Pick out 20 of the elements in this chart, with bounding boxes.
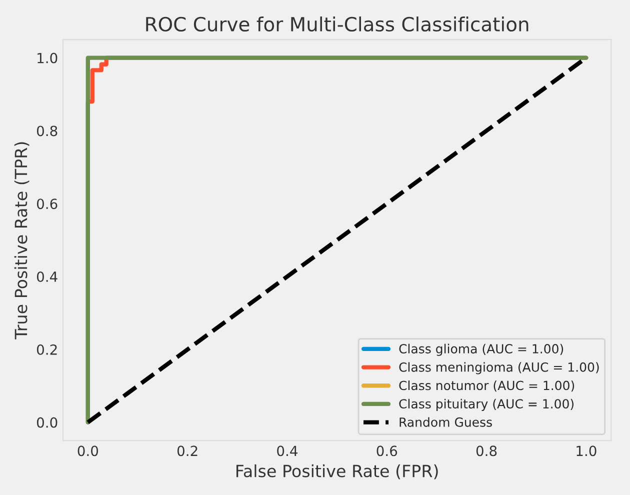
x-tick-label: 1.0 <box>576 446 596 456</box>
legend-label: Class meningioma (AUC = 1.00) <box>399 362 599 374</box>
legend-label: Random Guess <box>400 417 492 427</box>
y-tick-label: 0.8 <box>36 126 58 136</box>
y-tick-label: 1.0 <box>38 52 58 64</box>
y-tick-label: 0.6 <box>36 198 58 210</box>
x-tick-label: 0.0 <box>78 446 98 456</box>
legend-label: Class notumor (AUC = 1.00) <box>399 380 574 392</box>
y-axis-title: True Positive Rate (TPR) <box>14 142 30 340</box>
x-tick-label: 0.8 <box>476 446 497 456</box>
x-tick-label: 0.2 <box>177 446 198 456</box>
legend-label: Class pituitary (AUC = 1.00) <box>399 398 574 411</box>
y-tick-label: 0.0 <box>36 417 58 428</box>
y-tick-label: 0.4 <box>36 271 58 282</box>
x-tick-label: 0.6 <box>376 446 398 456</box>
chart-title: ROC Curve for Multi-Class Classification <box>146 16 528 32</box>
y-tick-label: 0.2 <box>36 344 57 355</box>
x-tick-label: 0.4 <box>277 446 298 456</box>
legend-label: Class glioma (AUC = 1.00) <box>399 344 564 356</box>
x-axis-title: False Positive Rate (FPR) <box>236 464 438 480</box>
